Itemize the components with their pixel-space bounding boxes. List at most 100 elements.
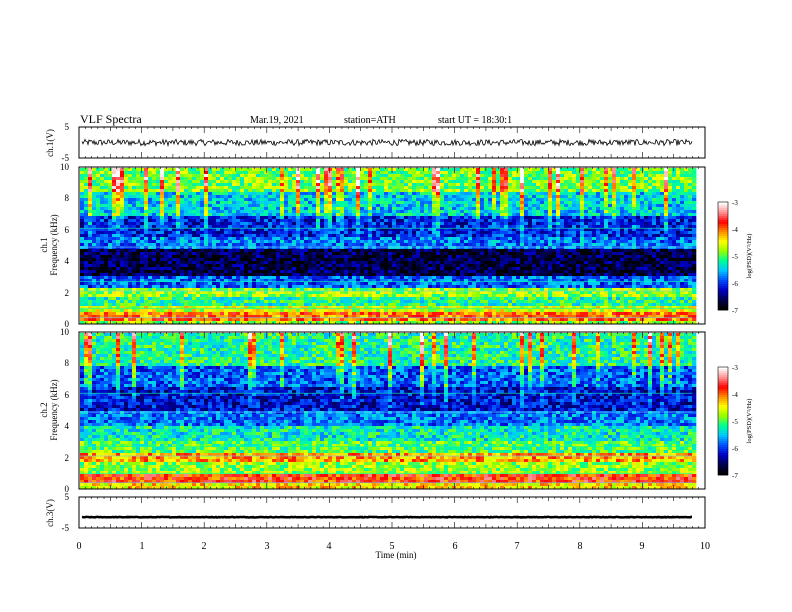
ch1-spectrogram-cell (232, 246, 237, 250)
ch1-ytick-top: 5 (65, 122, 70, 132)
ch1-spectrogram-cell (236, 282, 241, 286)
ch1-spectrogram-cell (404, 177, 409, 181)
ch1-spectrogram-cell (304, 213, 309, 217)
ch1-spectrogram-cell (120, 216, 125, 220)
ch1-spectrogram-cell (152, 261, 157, 265)
ch1-spectrogram-cell (404, 306, 409, 310)
ch1-spectrogram-cell (392, 186, 397, 190)
ch1-spectrogram-cell (324, 300, 329, 304)
ch1-spectrogram-cell (452, 168, 457, 172)
ch1-spectrogram-cell (100, 255, 105, 259)
ch1-spectrogram-cell (356, 207, 361, 211)
ch1-spectrogram-cell (252, 180, 257, 184)
ch1-spectrogram-cell (364, 270, 369, 274)
ch1-spectrogram-cell (196, 318, 201, 322)
ch1-spectrogram-cell (208, 216, 213, 220)
ch1-spectrogram-cell (436, 207, 441, 211)
ch1-spectrogram-cell (320, 312, 325, 316)
ch1-spectrogram-cell (388, 216, 393, 220)
ch1-spectrogram-cell (436, 252, 441, 256)
ch1-spectrogram-cell (308, 168, 313, 172)
ch1-spectrogram-cell (380, 177, 385, 181)
ch1-spectrogram-cell (424, 177, 429, 181)
ch1-spectrogram-cell (200, 243, 205, 247)
ch1-spectrogram-cell (452, 309, 457, 313)
ch1-spectrogram-cell (204, 264, 209, 268)
ch1-spectrogram-cell (116, 300, 121, 304)
ch1-spectrogram-cell (92, 288, 97, 292)
ch1-spectrogram-cell (272, 192, 277, 196)
ch1-spectrogram-cell (84, 318, 89, 322)
ch1-spectrogram-cell (312, 168, 317, 172)
ch1-spectrogram-cell (452, 243, 457, 247)
ch1-spectrogram-cell (344, 216, 349, 220)
ch1-spectrogram-cell (380, 273, 385, 277)
ch1-spectrogram-cell (280, 279, 285, 283)
ch1-spectrogram-cell (384, 207, 389, 211)
ch1-spectrogram-cell (432, 186, 437, 190)
ch1-spectrogram-cell (256, 207, 261, 211)
ch1-spectrogram-cell (408, 183, 413, 187)
ch1-spectrogram-cell (200, 276, 205, 280)
ch1-spectrogram-cell (380, 291, 385, 295)
ch1-spectrogram-cell (452, 261, 457, 265)
ch1-spectrogram-cell (264, 276, 269, 280)
ch1-spectrogram-cell (288, 273, 293, 277)
ch1-spectrogram-cell (296, 228, 301, 232)
ch1-spectrogram-cell (204, 321, 209, 325)
ch1-spectrogram-cell (432, 321, 437, 325)
ch1-spectrogram-cell (136, 213, 141, 217)
ch1-spectrogram-cell (340, 297, 345, 301)
ch1-spectrogram-cell (244, 297, 249, 301)
ch1-spectrogram-cell (220, 315, 225, 319)
ch1-spectrogram-cell (180, 183, 185, 187)
ch1-spectrogram-cell (252, 318, 257, 322)
ch1-spectrogram-cell (308, 234, 313, 238)
ch1-spectrogram-cell (88, 288, 93, 292)
ch1-spectrogram-cell (104, 285, 109, 289)
ch1-spectrogram-cell (312, 300, 317, 304)
ch1-spectrogram-cell (356, 213, 361, 217)
ch1-spectrogram-cell (88, 306, 93, 310)
ch1-spectrogram-cell (280, 201, 285, 205)
ch1-spectrogram-cell (432, 177, 437, 181)
ch1-spectrogram-cell (204, 174, 209, 178)
ch1-spectrogram-cell (108, 318, 113, 322)
ch1-spectrogram-cell (448, 246, 453, 250)
ch1-spectrogram-cell (320, 183, 325, 187)
ch1-spectrogram-cell (216, 183, 221, 187)
ch1-spectrogram-cell (84, 186, 89, 190)
ch1-spectrogram-cell (220, 309, 225, 313)
ch1-spectrogram-cell (356, 237, 361, 241)
ch1-spectrogram-cell (240, 222, 245, 226)
ch1-spectrogram-cell (420, 216, 425, 220)
ch1-spectrogram-cell (192, 246, 197, 250)
ch1-spectrogram-cell (272, 198, 277, 202)
ch1-spectrogram-cell (328, 201, 333, 205)
ch1-spectrogram-cell (372, 186, 377, 190)
ch1-spectrogram-cell (408, 177, 413, 181)
ch1-spectrogram-cell (92, 180, 97, 184)
ch1-spectrogram-cell (124, 192, 129, 196)
ch1-spectrogram-cell (308, 255, 313, 259)
ch1-spectrogram-cell (136, 321, 141, 325)
ch1-spectrogram-cell (164, 294, 169, 298)
ch1-spectrogram-cell (268, 243, 273, 247)
ch1-spectrogram-cell (300, 288, 305, 292)
ch1-spectrogram-cell (88, 318, 93, 322)
ch1-spectrogram-cell (136, 186, 141, 190)
ch1-spectrogram-cell (104, 291, 109, 295)
ch1-spectrogram-cell (292, 168, 297, 172)
ch1-spectrogram-cell (380, 228, 385, 232)
ch1-spectrogram-cell (216, 195, 221, 199)
ch1-spectrogram-cell (136, 264, 141, 268)
ch1-spectrogram-cell (296, 279, 301, 283)
ch1-spectrogram-cell (100, 204, 105, 208)
ch1-spectrogram-cell (324, 216, 329, 220)
ch1-spectrogram-cell (136, 288, 141, 292)
ch1-spectrogram-cell (256, 267, 261, 271)
ch1-spectrogram-cell (236, 207, 241, 211)
ch1-spectrogram-cell (120, 207, 125, 211)
ch1-spectrogram-cell (324, 279, 329, 283)
ch1-spectrogram-cell (364, 237, 369, 241)
